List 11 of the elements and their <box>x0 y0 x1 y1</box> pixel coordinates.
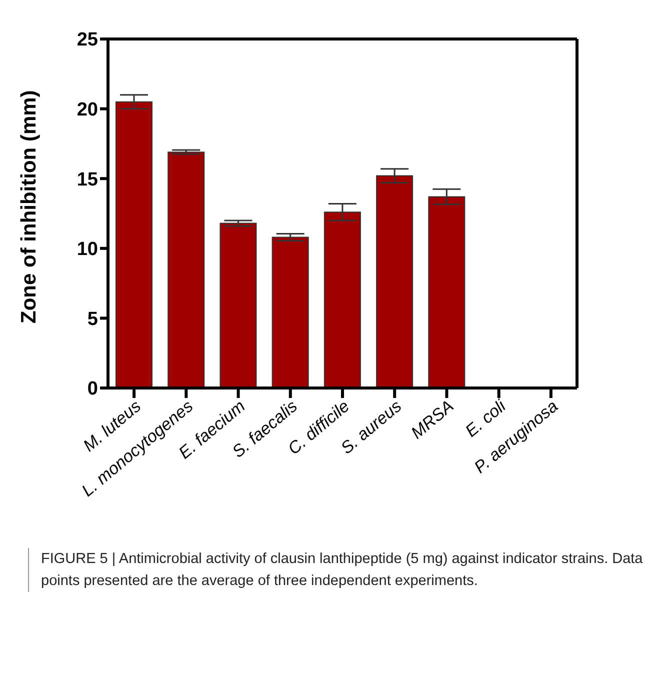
y-tick-label: 10 <box>76 239 98 260</box>
bar <box>220 222 257 388</box>
y-tick-label: 0 <box>87 378 98 400</box>
bar <box>168 152 205 388</box>
y-tick-label: 20 <box>76 100 98 121</box>
y-tick-label: 25 <box>76 30 98 51</box>
y-tick-label: 15 <box>76 169 98 190</box>
y-axis-title: Zone of inhibition (mm) <box>17 90 40 324</box>
y-tick-label: 5 <box>87 308 98 330</box>
caption: FIGURE 5 | Antimicrobial activity of clausin lanthipeptide (5 mg) against indicator strains. Data points presented are the average of three independent experiments. <box>41 550 644 591</box>
bar <box>272 236 309 388</box>
